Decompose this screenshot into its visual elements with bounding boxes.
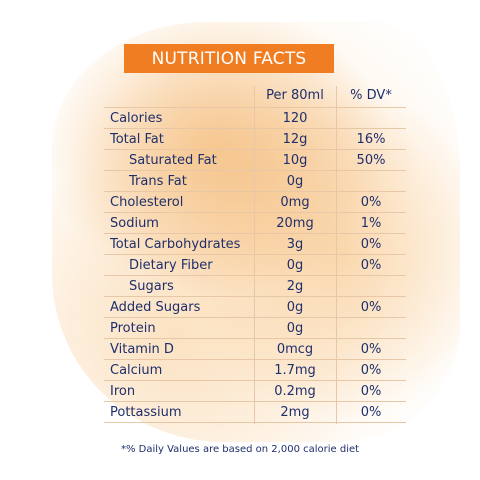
table-row: Vitamin D 0mcg 0% bbox=[0, 339, 480, 360]
nutrient-amount: 3g bbox=[286, 237, 304, 252]
nutrient-amount: 0g bbox=[286, 321, 304, 336]
row-divider bbox=[104, 128, 406, 129]
nutrient-amount: 0g bbox=[286, 174, 304, 189]
nutrient-name: Total Carbohydrates bbox=[110, 237, 241, 252]
nutrient-name: Added Sugars bbox=[110, 300, 201, 315]
row-divider bbox=[104, 359, 406, 360]
row-divider bbox=[104, 296, 406, 297]
nutrient-dv: 0% bbox=[360, 405, 382, 420]
nutrient-dv: 0% bbox=[360, 237, 382, 252]
nutrient-dv: 0% bbox=[360, 195, 382, 210]
row-divider bbox=[104, 317, 406, 318]
nutrient-dv: 0% bbox=[360, 363, 382, 378]
nutrient-dv: 0% bbox=[360, 384, 382, 399]
table-row: Added Sugars 0g 0% bbox=[0, 297, 480, 318]
row-divider bbox=[104, 380, 406, 381]
table-row: Calories 120 bbox=[0, 108, 480, 129]
nutrient-name: Sugars bbox=[129, 279, 174, 294]
page-title: NUTRITION FACTS bbox=[151, 48, 307, 69]
amount-column-header: Per 80ml bbox=[266, 88, 324, 103]
nutrient-amount: 2g bbox=[286, 279, 304, 294]
nutrient-dv: 0% bbox=[360, 258, 382, 273]
table-row: Saturated Fat 10g 50% bbox=[0, 150, 480, 171]
nutrient-name: Cholesterol bbox=[110, 195, 184, 210]
nutrient-name: Sodium bbox=[110, 216, 159, 231]
table-row: Total Carbohydrates 3g 0% bbox=[0, 234, 480, 255]
row-divider bbox=[104, 338, 406, 339]
table-row: Sugars 2g bbox=[0, 276, 480, 297]
watercolor-background bbox=[52, 22, 460, 442]
nutrient-name: Total Fat bbox=[110, 132, 164, 147]
row-divider bbox=[104, 275, 406, 276]
nutrient-dv: 0% bbox=[360, 300, 382, 315]
table-row: Trans Fat 0g bbox=[0, 171, 480, 192]
nutrient-amount: 2mg bbox=[280, 405, 310, 420]
row-divider bbox=[104, 107, 406, 108]
title-banner: NUTRITION FACTS bbox=[124, 44, 334, 73]
nutrient-amount: 20mg bbox=[276, 216, 314, 231]
nutrient-name: Trans Fat bbox=[129, 174, 187, 189]
column-divider bbox=[254, 86, 255, 424]
row-divider bbox=[104, 170, 406, 171]
row-divider bbox=[104, 233, 406, 234]
nutrient-amount: 0mcg bbox=[276, 342, 314, 357]
table-row: Cholesterol 0mg 0% bbox=[0, 192, 480, 213]
row-divider bbox=[104, 422, 406, 423]
nutrient-name: Saturated Fat bbox=[129, 153, 217, 168]
nutrient-name: Calcium bbox=[110, 363, 163, 378]
row-divider bbox=[104, 254, 406, 255]
row-divider bbox=[104, 149, 406, 150]
nutrient-name: Vitamin D bbox=[110, 342, 174, 357]
nutrient-amount: 120 bbox=[282, 111, 308, 126]
row-divider bbox=[104, 191, 406, 192]
nutrient-name: Pottassium bbox=[110, 405, 182, 420]
table-row: Dietary Fiber 0g 0% bbox=[0, 255, 480, 276]
nutrient-amount: 0.2mg bbox=[274, 384, 316, 399]
nutrient-name: Iron bbox=[110, 384, 136, 399]
nutrient-name: Protein bbox=[110, 321, 156, 336]
table-row: Pottassium 2mg 0% bbox=[0, 402, 480, 423]
nutrient-amount: 12g bbox=[282, 132, 308, 147]
table-row: Calcium 1.7mg 0% bbox=[0, 360, 480, 381]
dv-column-header: % DV* bbox=[350, 88, 392, 103]
nutrient-amount: 0g bbox=[286, 300, 304, 315]
column-divider bbox=[336, 86, 337, 424]
row-divider bbox=[104, 401, 406, 402]
row-divider bbox=[104, 212, 406, 213]
nutrient-dv: 1% bbox=[360, 216, 382, 231]
nutrient-name: Dietary Fiber bbox=[129, 258, 213, 273]
nutrient-amount: 0mg bbox=[280, 195, 310, 210]
nutrient-name: Calories bbox=[110, 111, 163, 126]
table-row: Protein 0g bbox=[0, 318, 480, 339]
nutrient-amount: 1.7mg bbox=[274, 363, 316, 378]
footnote: *% Daily Values are based on 2,000 calor… bbox=[120, 444, 360, 455]
nutrient-amount: 10g bbox=[282, 153, 308, 168]
nutrient-dv: 50% bbox=[356, 153, 386, 168]
table-row: Iron 0.2mg 0% bbox=[0, 381, 480, 402]
table-row: Sodium 20mg 1% bbox=[0, 213, 480, 234]
nutrient-dv: 16% bbox=[356, 132, 386, 147]
nutrient-amount: 0g bbox=[286, 258, 304, 273]
table-row: Total Fat 12g 16% bbox=[0, 129, 480, 150]
nutrient-dv: 0% bbox=[360, 342, 382, 357]
